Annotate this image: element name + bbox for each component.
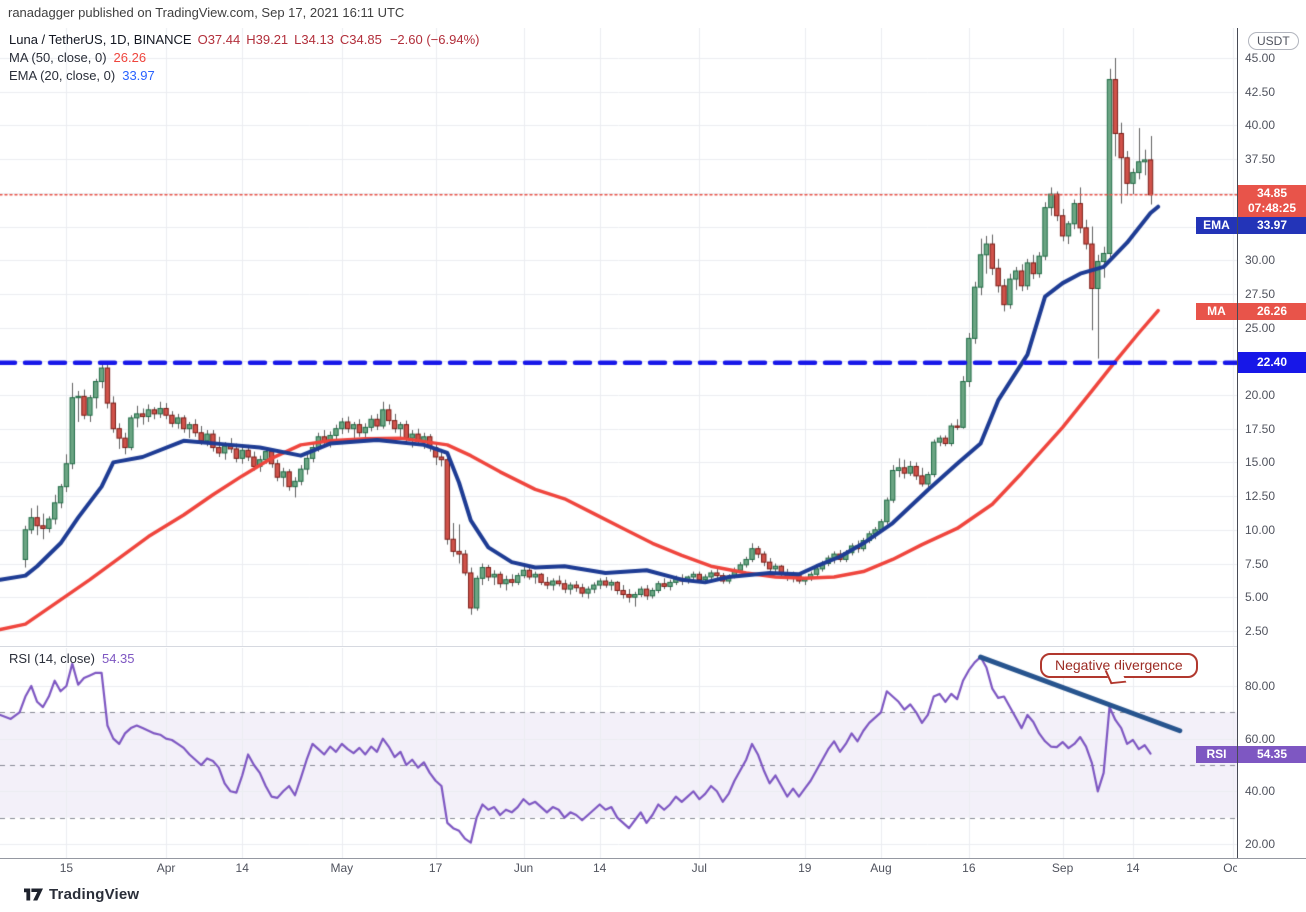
time-axis-label: 19 xyxy=(798,861,812,875)
currency-badge[interactable]: USDT xyxy=(1248,32,1299,50)
rsi-tag-badge: RSI xyxy=(1196,746,1237,763)
rsi-axis-label: 60.00 xyxy=(1245,731,1276,746)
price-scale[interactable] xyxy=(1237,28,1306,878)
callout-text: Negative divergence xyxy=(1055,657,1183,673)
panel-separator xyxy=(0,646,1237,647)
brand-text: TradingView xyxy=(49,886,140,903)
rsi-legend[interactable]: RSI (14, close) 54.35 xyxy=(9,651,135,666)
price-axis-label: 25.00 xyxy=(1245,320,1276,335)
price-axis-label: 20.00 xyxy=(1245,388,1276,402)
time-axis-label: May xyxy=(330,861,354,875)
ohlc-low: L34.13 xyxy=(294,32,334,47)
price-axis-label: 7.50 xyxy=(1245,556,1269,571)
price-axis-label: 5.00 xyxy=(1245,590,1269,605)
symbol-title: Luna / TetherUS, 1D, BINANCE xyxy=(9,32,192,47)
ma-price-badge: 26.26 xyxy=(1238,303,1306,320)
time-scale[interactable] xyxy=(0,858,1306,879)
price-axis-label: 12.50 xyxy=(1245,489,1276,504)
change-value: −2.60 (−6.94%) xyxy=(389,32,480,47)
price-axis-label: 45.00 xyxy=(1245,51,1276,65)
time-axis-label: Apr xyxy=(156,861,176,875)
last-price-badge: 34.85 07:48:25 xyxy=(1238,185,1306,218)
bar-countdown: 07:48:25 xyxy=(1247,201,1297,215)
price-axis-label: 17.50 xyxy=(1245,421,1276,436)
rsi-chart-canvas[interactable] xyxy=(0,648,1237,858)
ma-legend[interactable]: MA (50, close, 0) 26.26 xyxy=(9,50,146,65)
tradingview-logo-icon xyxy=(24,888,43,901)
price-axis-label: 40.00 xyxy=(1245,118,1276,133)
time-axis-label: 14 xyxy=(592,861,607,875)
ohlc-high: H39.21 xyxy=(246,32,289,47)
last-price-value: 34.85 xyxy=(1256,186,1288,200)
negative-divergence-callout[interactable]: Negative divergence xyxy=(1040,653,1198,685)
rsi-value: 54.35 xyxy=(101,651,135,666)
time-axis-label: 17 xyxy=(428,861,443,875)
price-axis-label: 27.50 xyxy=(1245,286,1276,301)
time-axis-label: Jul xyxy=(691,861,707,875)
level-price-badge: 22.40 xyxy=(1238,352,1306,373)
published-attribution: ranadagger published on TradingView.com,… xyxy=(8,5,405,20)
ma-label: MA (50, close, 0) xyxy=(9,50,107,65)
ma-tag-badge: MA xyxy=(1196,303,1237,320)
footer-bar: TradingView xyxy=(0,878,1306,912)
time-axis-label: Aug xyxy=(870,861,892,875)
price-axis-label: 37.50 xyxy=(1245,152,1276,167)
tradingview-brand[interactable]: TradingView xyxy=(24,886,139,903)
time-axis-label: Jun xyxy=(513,861,534,875)
time-axis-label: 16 xyxy=(962,861,976,875)
ema-label: EMA (20, close, 0) xyxy=(9,68,116,83)
ema-legend[interactable]: EMA (20, close, 0) 33.97 xyxy=(9,68,155,83)
time-axis-label: 14 xyxy=(1126,861,1140,875)
ema-tag-badge: EMA xyxy=(1196,217,1237,234)
price-chart-canvas[interactable] xyxy=(0,28,1237,646)
ohlc-open: O37.44 xyxy=(197,32,241,47)
rsi-label: RSI (14, close) xyxy=(9,651,95,666)
time-axis-label: 15 xyxy=(59,861,74,875)
ema-price-badge: 33.97 xyxy=(1238,217,1306,234)
time-axis-label: Oct xyxy=(1223,861,1237,875)
price-axis-label: 10.00 xyxy=(1245,522,1276,537)
time-axis-label: Sep xyxy=(1051,861,1074,875)
price-axis-label: 15.00 xyxy=(1245,455,1276,470)
rsi-value-badge: 54.35 xyxy=(1238,746,1306,763)
price-axis-label: 2.50 xyxy=(1245,623,1269,638)
rsi-axis-label: 80.00 xyxy=(1245,679,1276,693)
rsi-axis-label: 40.00 xyxy=(1245,784,1276,799)
ohlc-close: C34.85 xyxy=(339,32,382,47)
price-axis-label: 30.00 xyxy=(1245,253,1276,268)
symbol-legend[interactable]: Luna / TetherUS, 1D, BINANCE O37.44 H39.21… xyxy=(9,32,479,47)
ema-value: 33.97 xyxy=(122,68,155,83)
time-axis-label: 14 xyxy=(235,861,249,875)
rsi-axis-label: 20.00 xyxy=(1245,836,1276,851)
price-axis-label: 42.50 xyxy=(1245,84,1276,99)
ma-value: 26.26 xyxy=(113,50,147,65)
